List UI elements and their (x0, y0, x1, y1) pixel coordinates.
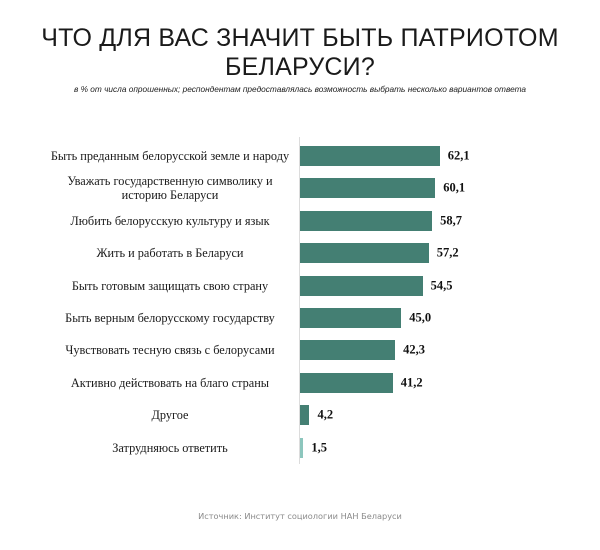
bar-value-label: 58,7 (440, 213, 462, 228)
bar-value-label: 54,5 (430, 278, 453, 293)
bar-row: Быть преданным белорусской земле и народ… (0, 140, 600, 172)
bar (300, 275, 423, 296)
bar-value-label: 41,2 (400, 375, 423, 390)
bar-value-label: 42,3 (403, 342, 426, 357)
chart-title-line2: БЕЛАРУСИ? (225, 53, 375, 81)
chart-title: ЧТО ДЛЯ ВАС ЗНАЧИТ БЫТЬ ПАТРИОТОМ БЕЛАРУ… (0, 24, 600, 82)
bar-label: Быть верным белорусскому государству (65, 311, 275, 325)
bar-label: Быть готовым защищать свою страну (71, 278, 269, 293)
bar-row: Любить белорусскую культуру и язык 58,7 (0, 205, 600, 237)
bar (300, 210, 433, 231)
bar-label: Быть преданным белорусской земле и народ… (50, 149, 290, 163)
chart-subtitle: в % от числа опрошенных; респондентам пр… (73, 84, 527, 94)
bar (300, 178, 436, 199)
y-axis-line (299, 137, 300, 464)
chart-title-line1: ЧТО ДЛЯ ВАС ЗНАЧИТ БЫТЬ ПАТРИОТОМ (41, 24, 559, 52)
bar-value-label: 45,0 (409, 310, 432, 325)
bar-label: Затрудняюсь ответить (112, 440, 228, 455)
bar-value-label: 60,1 (443, 180, 466, 195)
bar (300, 340, 396, 361)
bar-row: Другое 4,2 (0, 399, 600, 431)
bar-label: Уважать государственную символику и исто… (67, 174, 273, 203)
bar (300, 243, 429, 264)
bar-row: Активно действовать на благо страны 41,2 (0, 367, 600, 399)
bar-row: Затрудняюсь ответить 1,5 (0, 432, 600, 464)
bar-label: Жить и работать в Беларуси (96, 246, 244, 261)
bar-row: Чувствовать тесную связь с белорусами 42,… (0, 334, 600, 366)
bar (300, 308, 402, 328)
bar (300, 146, 440, 166)
bar-label: Активно действовать на благо страны (70, 375, 270, 390)
bar (300, 405, 310, 426)
bar-value-label: 4,2 (317, 407, 334, 422)
bar-label: Чувствовать тесную связь с белорусами (65, 343, 275, 358)
bar (300, 437, 304, 458)
bar-label: Любить белорусскую культуру и язык (70, 213, 270, 228)
bar-value-label: 57,2 (436, 245, 459, 260)
bar-row: Жить и работать в Беларуси 57,2 (0, 237, 600, 269)
bar-value-label: 62,1 (447, 148, 470, 163)
bar-label: Другое (151, 408, 189, 423)
bar-value-label: 1,5 (311, 440, 327, 455)
source-note: Источник: Институт социологии НАН Белару… (198, 511, 402, 521)
bar-row: Быть готовым защищать свою страну 54,5 (0, 270, 600, 302)
bar-row: Быть верным белорусскому государству 45,0 (0, 302, 600, 334)
bar (300, 372, 393, 393)
bar-row: Уважать государственную символику и исто… (0, 172, 600, 204)
